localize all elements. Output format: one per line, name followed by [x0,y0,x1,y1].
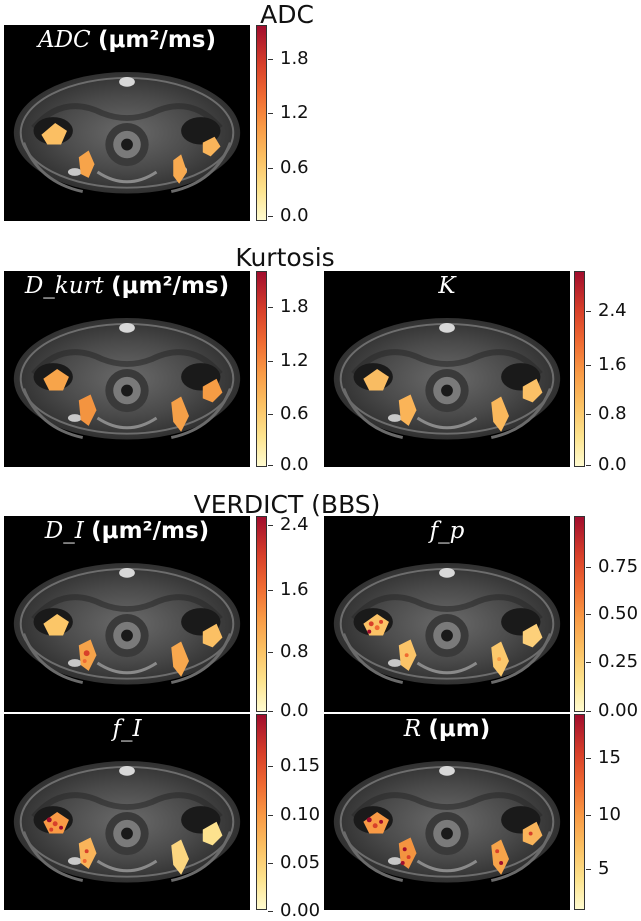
panel-label-adc: ADC (μm²/ms) [37,27,216,53]
colorbar-tick: 0.05 [267,852,321,873]
colorbar-tick: 0.00 [585,700,639,721]
colorbar-tick: 15 [586,747,621,768]
colorbar-tick: 0.0 [268,205,309,226]
panel-label-fi: f_I [112,716,142,742]
colorbar-tick: 0.50 [585,603,639,624]
mri-scan-fp: f_p [324,516,570,712]
colorbar-dkurt [256,271,267,467]
panel-label-fp: f_p [429,518,465,544]
colorbar-tick: 10 [586,804,621,825]
colorbar-tick: 1.6 [268,579,309,600]
panel-label-di: D_I (μm²/ms) [44,518,210,544]
colorbar-k [574,271,585,467]
colorbar-tick: 0.8 [268,641,309,662]
colorbar-fi [256,714,267,910]
colorbar-r [574,714,585,910]
colorbar-tick: 0.6 [268,157,309,178]
colorbar-tick: 0.0 [586,454,627,475]
section-title-kurtosis: Kurtosis [235,243,335,272]
panel-label-k: K [438,273,456,299]
colorbar-tick: 0.0 [268,700,309,721]
colorbar-tick: 1.8 [268,296,309,317]
mri-scan-adc: ADC (μm²/ms) [4,25,250,221]
colorbar-tick: 1.2 [268,350,309,371]
colorbar-tick: 0.8 [586,403,627,424]
colorbar-tick: 0.15 [267,755,321,776]
colorbar-tick: 0.25 [585,651,639,672]
panel-label-r: R (μm) [403,716,491,742]
colorbar-tick: 1.2 [268,102,309,123]
panel-label-dkurt: D_kurt (μm²/ms) [24,273,230,299]
section-title-adc: ADC [260,0,314,29]
colorbar-tick: 1.6 [586,354,627,375]
colorbar-tick: 1.8 [268,48,309,69]
colorbar-tick: 5 [585,858,610,879]
colorbar-tick: 0.0 [268,454,309,475]
colorbar-di [256,516,267,712]
colorbar-tick: 0.10 [267,804,321,825]
section-title-verdict: VERDICT (BBS) [193,490,381,519]
colorbar-tick: 2.4 [268,514,309,535]
colorbar-tick: 0.00 [267,900,321,921]
colorbar-tick: 0.6 [268,403,309,424]
mri-scan-dkurt: D_kurt (μm²/ms) [4,271,250,467]
colorbar-tick: 0.75 [585,556,639,577]
mri-scan-di: D_I (μm²/ms) [4,516,250,712]
mri-scan-r: R (μm) [324,714,570,910]
colorbar-adc [256,25,267,221]
mri-scan-k: K [324,271,570,467]
colorbar-tick: 2.4 [586,300,627,321]
colorbar-fp [574,516,585,712]
mri-scan-fi: f_I [4,714,250,910]
